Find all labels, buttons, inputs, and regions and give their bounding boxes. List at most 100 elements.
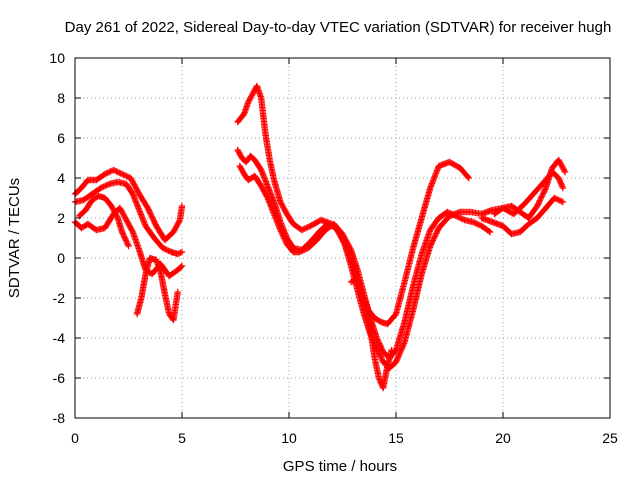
data-point <box>101 182 109 190</box>
data-point <box>151 220 159 227</box>
data-point <box>557 179 564 186</box>
data-point <box>536 197 544 204</box>
data-point <box>128 227 136 234</box>
data-point <box>541 186 549 193</box>
data-point <box>148 213 155 220</box>
x-tick-label: 20 <box>495 430 511 446</box>
y-tick-label: 2 <box>57 210 65 226</box>
data-point <box>298 226 306 234</box>
data-point <box>557 180 565 187</box>
data-point <box>281 235 288 242</box>
data-point <box>395 353 402 360</box>
data-point <box>459 216 467 223</box>
data-point <box>433 228 441 236</box>
data-point <box>280 233 287 241</box>
data-point <box>278 229 285 236</box>
data-point <box>475 221 482 228</box>
data-point <box>120 231 127 238</box>
data-point <box>464 173 472 181</box>
y-tick-label: -6 <box>53 370 66 386</box>
data-point <box>472 220 480 227</box>
data-point <box>279 232 287 239</box>
series-2 <box>71 178 186 258</box>
data-point <box>376 376 383 383</box>
y-axis-label: SDTVAR / TECUs <box>6 178 23 298</box>
data-point <box>111 167 119 174</box>
data-point <box>449 211 457 218</box>
data-point <box>301 225 308 232</box>
data-point <box>485 227 493 235</box>
data-point <box>116 169 123 176</box>
data-point <box>393 357 400 364</box>
data-point <box>431 233 439 240</box>
y-tick-label: 10 <box>49 50 65 66</box>
data-point <box>281 236 289 243</box>
data-point <box>540 188 548 196</box>
data-point <box>400 340 408 347</box>
data-point <box>559 198 567 206</box>
data-point <box>554 196 561 203</box>
data-point <box>535 200 542 207</box>
data-point <box>469 218 477 226</box>
data-point <box>101 170 109 178</box>
data-point <box>175 250 183 257</box>
data-point <box>121 172 129 179</box>
data-point <box>429 238 436 246</box>
y-tick-label: -2 <box>53 290 66 306</box>
data-point <box>541 187 548 194</box>
data-point <box>103 170 110 177</box>
x-tick-label: 10 <box>281 430 297 446</box>
data-point <box>444 208 451 216</box>
y-tick-label: 0 <box>57 250 65 266</box>
data-point <box>559 183 566 190</box>
data-point <box>375 339 382 346</box>
data-point <box>163 246 171 254</box>
series-10 <box>491 156 569 222</box>
data-point <box>120 171 127 178</box>
data-point <box>305 223 313 230</box>
data-point <box>123 172 130 180</box>
data-point <box>118 228 126 236</box>
y-tick-label: -4 <box>53 330 66 346</box>
data-point <box>302 246 309 253</box>
data-point <box>98 184 106 191</box>
series-1 <box>71 166 186 244</box>
data-point <box>121 234 128 241</box>
data-point <box>556 176 563 183</box>
data-point <box>147 211 155 219</box>
data-point <box>178 202 186 210</box>
data-point <box>538 193 546 200</box>
data-point <box>429 237 437 244</box>
data-point <box>561 167 568 174</box>
data-point <box>300 246 308 254</box>
data-point <box>104 169 112 176</box>
data-point <box>561 168 569 176</box>
data-point <box>124 240 131 247</box>
data-point <box>430 235 437 243</box>
data-point <box>296 248 303 256</box>
data-point <box>300 226 307 233</box>
data-point <box>122 235 129 243</box>
series-4 <box>76 192 132 250</box>
x-tick-label: 5 <box>178 430 186 446</box>
data-point <box>97 184 104 192</box>
data-point <box>277 226 284 234</box>
data-point <box>174 288 181 296</box>
data-point <box>458 215 465 222</box>
data-point <box>302 224 310 232</box>
data-point <box>451 212 458 219</box>
data-point <box>299 247 306 254</box>
y-tick-label: 4 <box>57 170 65 186</box>
data-point <box>378 344 385 351</box>
data-point <box>149 215 157 223</box>
data-point <box>120 233 128 240</box>
data-point <box>537 194 545 201</box>
data-point <box>374 337 382 344</box>
x-tick-label: 15 <box>388 430 404 446</box>
data-point <box>145 206 152 213</box>
data-point <box>110 166 117 174</box>
data-point <box>145 207 153 214</box>
data-point <box>448 210 455 218</box>
data-point <box>175 218 183 225</box>
data-point <box>149 214 156 221</box>
